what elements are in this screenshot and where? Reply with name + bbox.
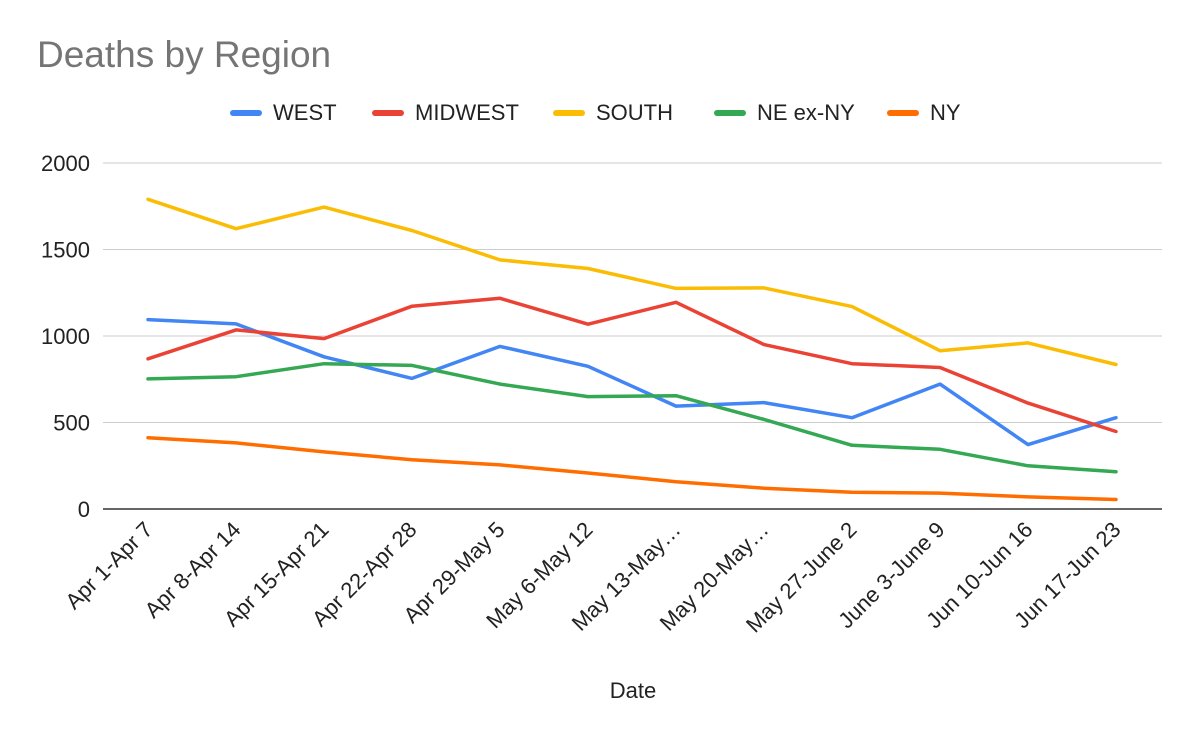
legend-label: SOUTH [596,100,673,125]
legend-label: WEST [273,100,337,125]
legend-label: MIDWEST [415,100,519,125]
legend-label: NE ex-NY [757,100,855,125]
x-axis-title: Date [610,678,656,703]
y-tick-label: 500 [53,411,90,436]
series-line-midwest [146,296,1118,434]
series-line-ny [146,435,1118,502]
y-tick-label: 1500 [41,238,90,263]
series-line-south [146,197,1118,367]
y-tick-label: 0 [78,497,90,522]
y-tick-label: 2000 [41,151,90,176]
legend-label: NY [930,100,961,125]
chart-title: Deaths by Region [37,34,332,75]
y-tick-label: 1000 [41,324,90,349]
series-line-ne-ex-ny [146,361,1118,474]
x-tick-label: Apr 1-Apr 7 [60,517,157,614]
series-line-west [146,317,1118,447]
